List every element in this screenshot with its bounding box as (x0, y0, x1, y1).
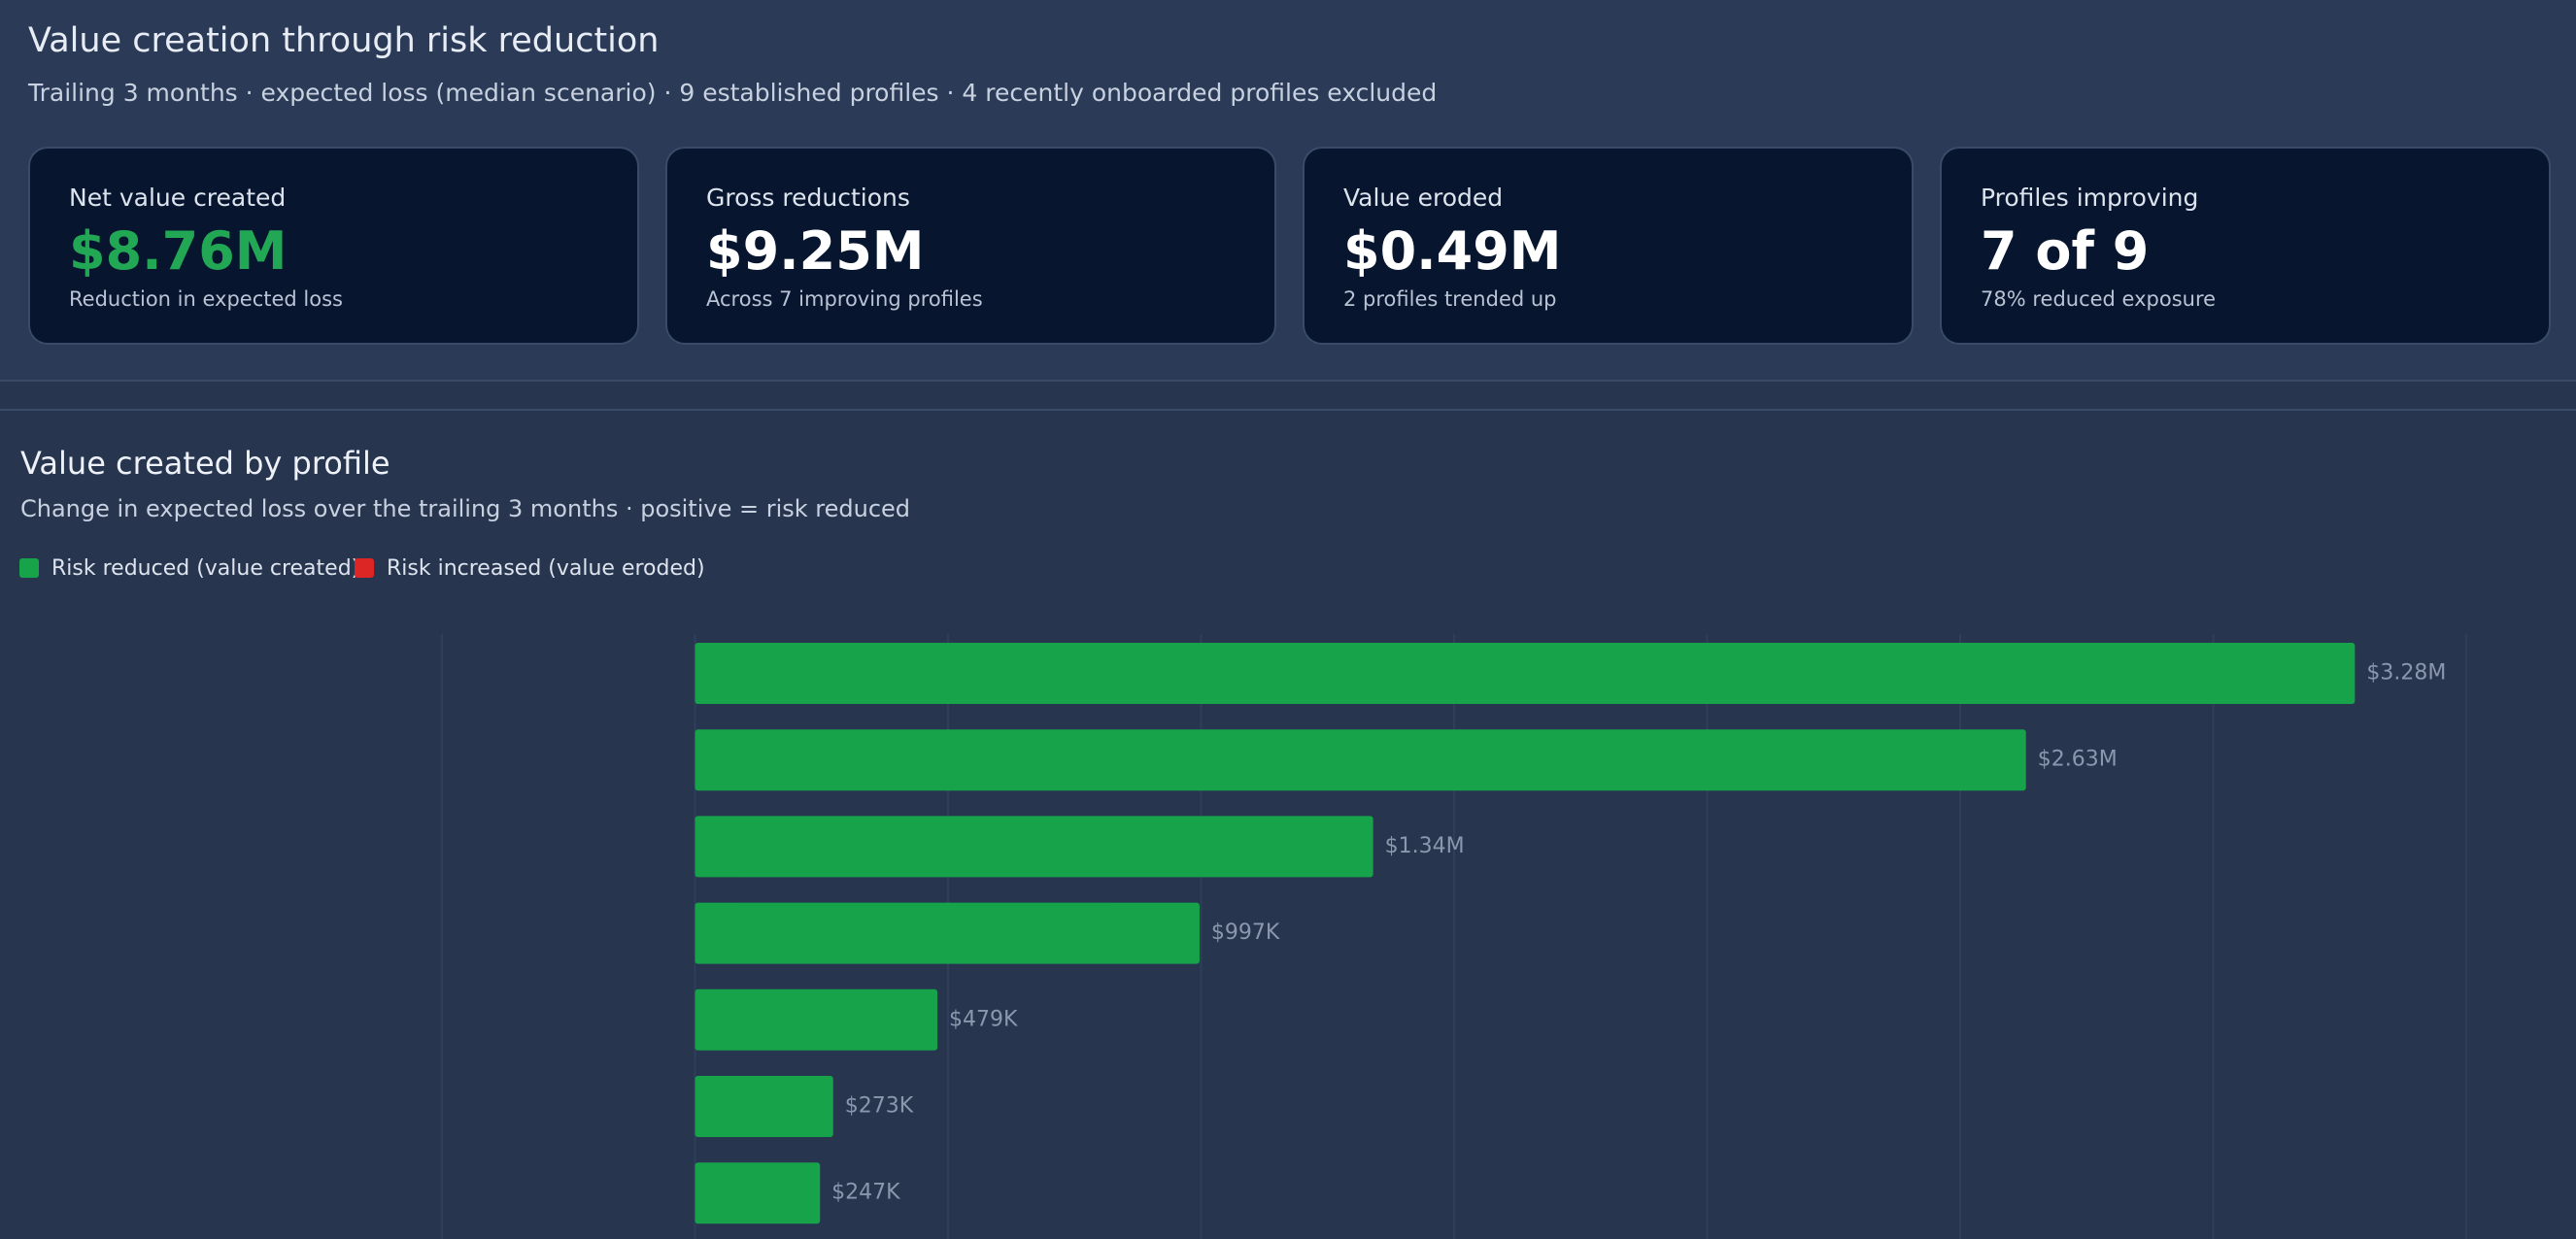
bar (695, 1076, 833, 1137)
value-label: $479K (949, 1007, 1018, 1031)
bar (695, 1162, 821, 1224)
value-label: $273K (845, 1094, 914, 1119)
kpi-label: Value eroded (1343, 184, 1504, 212)
kpi-card: Value eroded $0.49M 2 profiles trended up (1303, 147, 1914, 345)
value-label: $997K (1211, 921, 1280, 945)
legend-label: Risk reduced (value created) (51, 556, 359, 581)
legend-swatch (19, 558, 39, 578)
bar (695, 729, 2026, 791)
bar (695, 643, 2356, 704)
kpi-note: 2 profiles trended up (1343, 287, 1557, 311)
bar (695, 902, 1200, 964)
page-title: Value creation through risk reduction (28, 21, 660, 60)
kpi-card: Net value created $8.76M Reduction in expe… (28, 147, 639, 345)
chart-title: Value created by profile (20, 445, 390, 482)
kpi-value: $8.76M (69, 220, 288, 282)
kpi-note: Reduction in expected loss (69, 287, 343, 311)
value-label: $2.63M (2038, 748, 2118, 772)
chart: Value created by profile Change in expec… (0, 409, 2576, 1239)
kpi-label: Net value created (69, 184, 287, 212)
summary-panel: Value creation through risk reduction Tr… (0, 0, 2576, 382)
legend-swatch (355, 558, 374, 578)
bar (695, 988, 938, 1051)
chart-subtitle: Change in expected loss over the trailin… (20, 495, 910, 522)
kpi-card: Profiles improving 7 of 9 78% reduced expo… (1940, 147, 2551, 345)
kpi-value: $0.49M (1343, 220, 1562, 282)
legend-label: Risk increased (value eroded) (387, 556, 705, 581)
kpi-label: Profiles improving (1981, 184, 2199, 212)
kpi-card: Gross reductions $9.25M Across 7 improving… (665, 147, 1276, 345)
bar (695, 816, 1373, 878)
kpi-value: 7 of 9 (1981, 220, 2150, 282)
page-subtitle: Trailing 3 months · expected loss (media… (28, 79, 1438, 107)
kpi-value: $9.25M (706, 220, 925, 282)
kpi-label: Gross reductions (706, 184, 910, 212)
kpi-note: Across 7 improving profiles (706, 287, 983, 311)
value-label: $1.34M (1385, 834, 1465, 858)
kpi-note: 78% reduced exposure (1981, 287, 2217, 311)
value-label: $3.28M (2366, 661, 2446, 686)
value-label: $247K (831, 1181, 900, 1205)
